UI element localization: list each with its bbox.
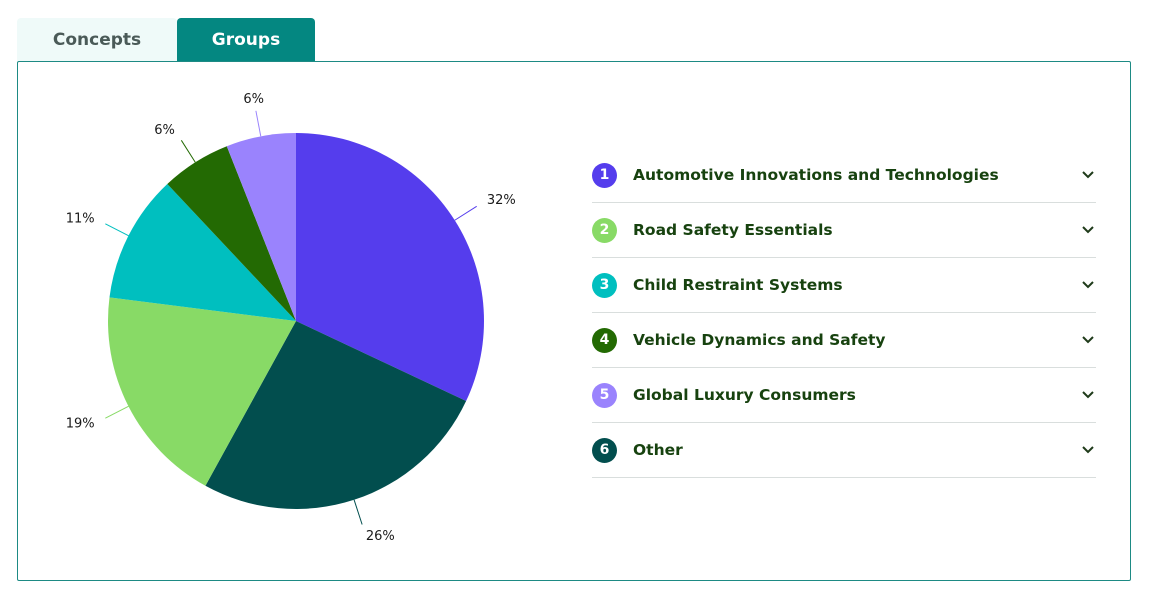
legend-label-4: Vehicle Dynamics and Safety [633,331,886,349]
slice-label-1: 32% [487,193,516,208]
slice-label-3: 19% [66,417,95,432]
legend-label-3: Child Restraint Systems [633,276,843,294]
legend-row-5[interactable]: 5 Global Luxury Consumers [592,368,1096,423]
leader-line-4 [105,223,129,237]
slice-label-6: 6% [243,92,264,107]
legend-label-6: Other [633,441,683,459]
legend-label-5: Global Luxury Consumers [633,386,856,404]
legend-row-1[interactable]: 1 Automotive Innovations and Technologie… [592,148,1096,203]
leader-line-1 [454,205,477,221]
leader-line-6 [255,110,262,137]
leader-line-3 [105,405,129,419]
legend-badge-5: 5 [592,382,617,408]
pie-slice-1[interactable] [296,133,484,402]
legend-label-2: Road Safety Essentials [633,221,833,239]
chevron-down-icon[interactable] [1080,389,1096,401]
legend-row-3[interactable]: 3 Child Restraint Systems [592,258,1096,313]
chevron-down-icon[interactable] [1080,224,1096,236]
legend-badge-3: 3 [592,272,617,298]
tab-concepts[interactable]: Concepts [17,18,177,61]
pie-slice-2[interactable] [205,321,467,509]
tab-groups[interactable]: Groups [177,18,315,61]
pie-slice-3[interactable] [108,297,297,486]
leader-line-5 [180,140,196,163]
slice-label-5: 6% [154,123,175,138]
legend-row-2[interactable]: 2 Road Safety Essentials [592,203,1096,258]
legend-badge-1: 1 [592,162,617,188]
legend-label-1: Automotive Innovations and Technologies [633,166,999,184]
chevron-down-icon[interactable] [1080,444,1096,456]
slice-label-2: 26% [366,529,395,544]
groups-panel [17,61,1131,581]
chevron-down-icon[interactable] [1080,279,1096,291]
group-legend: 1 Automotive Innovations and Technologie… [592,148,1096,478]
pie-slice-5[interactable] [167,146,296,321]
slice-label-4: 11% [66,211,95,226]
pie-slice-4[interactable] [109,183,296,321]
legend-badge-6: 6 [592,437,617,463]
chevron-down-icon[interactable] [1080,334,1096,346]
tab-bar: Concepts Groups [17,18,315,62]
chevron-down-icon[interactable] [1080,169,1096,181]
legend-row-4[interactable]: 4 Vehicle Dynamics and Safety [592,313,1096,368]
leader-line-2 [353,499,363,525]
pie-slice-6[interactable] [226,133,296,321]
legend-badge-2: 2 [592,217,617,243]
legend-badge-4: 4 [592,327,617,353]
legend-row-6[interactable]: 6 Other [592,423,1096,478]
